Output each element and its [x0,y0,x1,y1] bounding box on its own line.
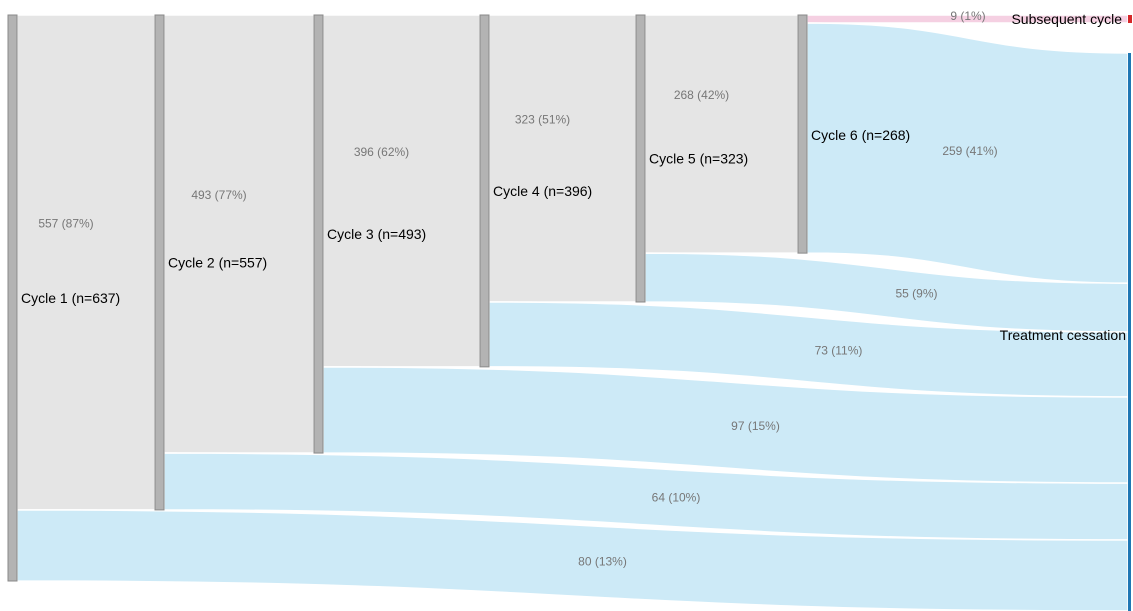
node-c1 [7,14,18,582]
link-label-c1-to-c2: 557 (87%) [38,216,93,230]
link-c4-to-c5 [488,14,637,303]
link-labels-group: 557 (87%) 80 (13%) 493 (77%) 64 (10%) 396 (6… [38,9,997,568]
link-label-c6-to-tc: 259 (41%) [942,144,997,158]
link-label-c6-to-sub: 9 (1%) [950,9,985,23]
node-label-c4: Cycle 4 (n=396) [493,183,592,199]
link-label-c5-to-tc: 55 (9%) [895,287,937,301]
link-label-c3-to-c4: 396 (62%) [354,145,409,159]
link-c3-to-c4 [322,14,481,368]
node-labels-group: Cycle 1 (n=637) Cycle 2 (n=557) Cycle 3 (n… [21,11,1126,343]
link-label-c1-to-tc: 80 (13%) [578,554,627,568]
node-tc [1128,52,1131,611]
link-c1-to-tc [16,509,1129,611]
nodes-group [7,14,1132,611]
node-label-c2: Cycle 2 (n=557) [168,254,267,270]
node-label-c6: Cycle 6 (n=268) [811,127,910,143]
node-label-c1: Cycle 1 (n=637) [21,290,120,306]
node-c3 [313,14,324,454]
link-c5-to-c6 [644,14,799,254]
link-label-c2-to-c3: 493 (77%) [191,188,246,202]
node-label-sub: Subsequent cycle [1011,11,1122,27]
links-group [16,14,1129,611]
node-c6 [797,14,808,254]
node-c2 [154,14,165,511]
link-label-c2-to-tc: 64 (10%) [652,490,701,504]
node-sub [1128,15,1132,23]
link-c1-to-c2 [16,14,156,511]
node-c4 [479,14,490,368]
node-label-c3: Cycle 3 (n=493) [327,226,426,242]
link-label-c4-to-tc: 73 (11%) [815,343,863,357]
link-label-c5-to-c6: 268 (42%) [674,88,729,102]
node-label-c5: Cycle 5 (n=323) [649,150,748,166]
link-label-c4-to-c5: 323 (51%) [515,112,570,126]
node-label-tc: Treatment cessation [1000,327,1126,343]
node-c5 [635,14,646,303]
link-c2-to-c3 [163,14,315,454]
link-label-c3-to-tc: 97 (15%) [731,419,780,433]
